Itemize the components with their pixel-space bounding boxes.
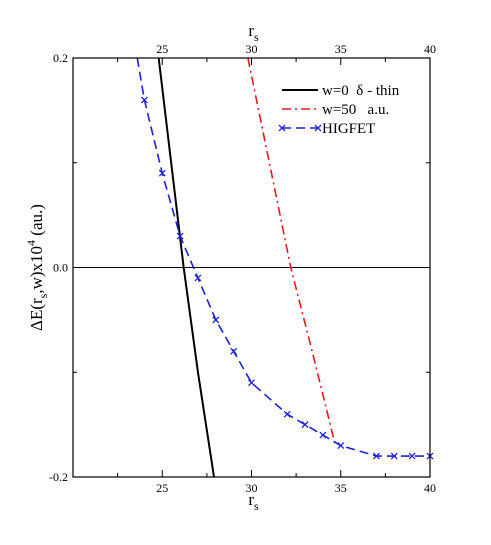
series-marker — [248, 379, 255, 387]
series-marker — [212, 316, 220, 324]
y-tick-label: 0.2 — [53, 51, 68, 65]
y-axis-title: ΔE(rs,w)x104 (au.) — [24, 204, 50, 331]
chart-ticks-layer: 25 25 30 30 35 35 40 40 -0.2 0.0 0.2 — [49, 42, 436, 495]
y-tick-label: 0.0 — [53, 261, 68, 275]
series-line-2 — [247, 58, 337, 446]
marker-stroke — [194, 274, 202, 282]
series-marker — [176, 232, 184, 240]
series-marker — [301, 421, 309, 429]
marker-stroke — [408, 452, 416, 460]
x-tick-label-bottom: 40 — [424, 481, 436, 495]
marker-stroke — [390, 452, 398, 460]
series-marker — [194, 274, 202, 282]
series-line-3 — [136, 58, 430, 457]
series-marker — [319, 431, 327, 439]
x-tick-label-bottom: 25 — [156, 481, 168, 495]
legend-marker — [314, 124, 322, 132]
x-tick-label-top: 35 — [335, 42, 347, 56]
legend-label-2: w=50 a.u. — [322, 102, 389, 118]
marker-stroke — [283, 410, 291, 418]
marker-stroke — [337, 442, 345, 450]
marker-stroke — [248, 379, 255, 387]
series-marker — [408, 452, 416, 460]
x-tick-label-top: 40 — [424, 42, 436, 56]
series-marker — [390, 452, 398, 460]
y-tick-label: -0.2 — [49, 470, 68, 484]
legend-label-1: w=0 δ - thin — [322, 83, 400, 99]
marker-stroke — [301, 421, 309, 429]
marker-stroke — [230, 347, 238, 355]
series-marker — [158, 169, 166, 177]
series-line-1 — [157, 58, 216, 477]
x-tick-label-top: 30 — [246, 42, 258, 56]
marker-stroke — [319, 431, 327, 439]
x-tick-label-top: 25 — [156, 42, 168, 56]
x-tick-label-bottom: 35 — [335, 481, 347, 495]
series-marker — [283, 410, 291, 418]
x-axis-title-top: rs — [248, 21, 259, 44]
chart-legend: w=0 δ - thin w=50 a.u. HIGFET — [278, 83, 400, 137]
marker-stroke — [158, 169, 166, 177]
legend-marker — [278, 124, 286, 132]
legend-label-3: HIGFET — [322, 121, 375, 137]
series-marker — [337, 442, 345, 450]
series-marker — [230, 347, 238, 355]
marker-stroke — [176, 232, 184, 240]
x-axis-title-bottom: rs — [248, 490, 259, 513]
chart-series-layer — [136, 58, 434, 477]
series-marker — [140, 96, 148, 104]
marker-stroke — [140, 96, 148, 104]
x-tick-label-bottom: 30 — [246, 481, 258, 495]
marker-stroke — [212, 316, 220, 324]
marker-stroke — [372, 452, 380, 460]
series-marker — [372, 452, 380, 460]
